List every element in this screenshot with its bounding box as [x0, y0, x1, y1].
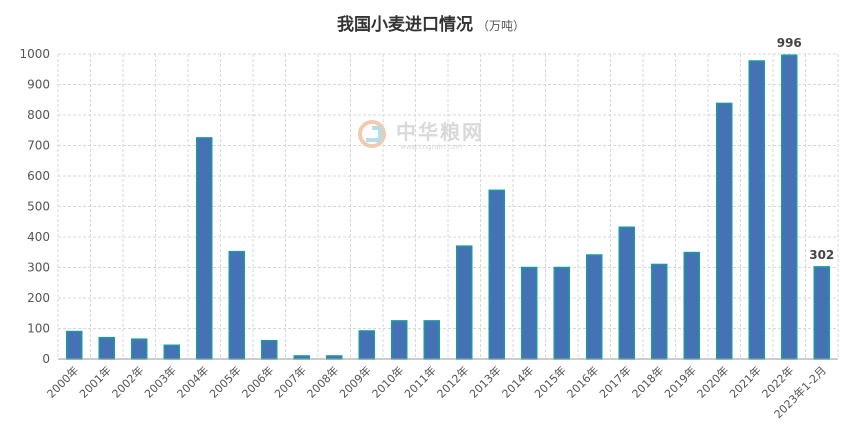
data-label: 996 — [777, 36, 802, 50]
bar — [358, 330, 375, 360]
x-tick-label: 2018年 — [629, 363, 666, 400]
bar-series — [66, 54, 830, 360]
x-tick-label: 2003年 — [141, 363, 178, 400]
bar — [618, 226, 635, 360]
chart-title: 我国小麦进口情况 （万吨） — [337, 14, 525, 35]
x-tick-label: 2019年 — [661, 363, 698, 400]
grid-lines — [57, 53, 839, 359]
bar — [586, 254, 603, 360]
bar — [813, 266, 830, 360]
bar — [98, 336, 115, 360]
bar — [488, 189, 505, 360]
x-tick-label: 2013年 — [466, 363, 503, 400]
bar — [716, 102, 733, 360]
x-tick-label: 2021年 — [726, 363, 763, 400]
bar — [66, 330, 83, 360]
bar — [683, 251, 700, 360]
bar — [391, 320, 408, 360]
y-tick-label: 400 — [27, 230, 50, 244]
bar — [456, 245, 473, 360]
bar — [163, 344, 180, 360]
watermark-icon-mark — [366, 126, 382, 142]
bar — [651, 263, 668, 360]
bar — [131, 338, 148, 360]
x-tick-label: 2005年 — [206, 363, 243, 400]
watermark-logo: 中华粮网 www.cngrain.com — [358, 120, 484, 151]
x-tick-label: 2009年 — [336, 363, 373, 400]
y-tick-label: 500 — [27, 200, 50, 214]
x-tick-label: 2015年 — [531, 363, 568, 400]
bar — [748, 60, 765, 360]
x-tick-label: 2014年 — [499, 363, 536, 400]
y-tick-label: 100 — [27, 322, 50, 336]
x-tick-label: 2000年 — [44, 363, 81, 400]
y-tick-label: 900 — [27, 78, 50, 92]
x-axis-ticks: 2000年2001年2002年2003年2004年2005年2006年2007年… — [44, 363, 829, 421]
bar — [196, 137, 213, 360]
bar — [228, 250, 245, 360]
y-axis-ticks: 0 100 200 300 400 500 600 700 800 900 1000 — [19, 47, 50, 366]
bar — [781, 54, 798, 360]
chart-unit: （万吨） — [477, 19, 525, 33]
x-tick-label: 2004年 — [174, 363, 211, 400]
bar — [261, 339, 278, 360]
x-tick-label: 2010年 — [369, 363, 406, 400]
x-tick-label: 2007年 — [271, 363, 308, 400]
watermark-url: www.cngrain.com — [400, 143, 462, 151]
x-tick-label: 2012年 — [434, 363, 471, 400]
y-tick-label: 800 — [27, 108, 50, 122]
y-tick-label: 600 — [27, 169, 50, 183]
y-tick-label: 1000 — [19, 47, 50, 61]
x-tick-label: 2011年 — [401, 363, 438, 400]
bar — [553, 266, 570, 360]
x-tick-label: 2002年 — [109, 363, 146, 400]
watermark-icon — [358, 120, 386, 148]
y-tick-label: 300 — [27, 261, 50, 275]
y-tick-label: 0 — [42, 352, 50, 366]
bar — [423, 320, 440, 360]
x-tick-label: 2017年 — [596, 363, 633, 400]
x-tick-label: 2016年 — [564, 363, 601, 400]
chart-title-text: 我国小麦进口情况 — [337, 14, 473, 35]
x-tick-label: 2008年 — [304, 363, 341, 400]
x-tick-label: 2006年 — [239, 363, 276, 400]
watermark-name: 中华粮网 — [396, 120, 484, 144]
x-tick-label: 2020年 — [694, 363, 731, 400]
data-labels: 996 302 — [777, 36, 835, 262]
y-tick-label: 200 — [27, 291, 50, 305]
data-label: 302 — [809, 248, 834, 262]
x-tick-label: 2001年 — [76, 363, 113, 400]
bar — [521, 266, 538, 360]
y-tick-label: 700 — [27, 139, 50, 153]
